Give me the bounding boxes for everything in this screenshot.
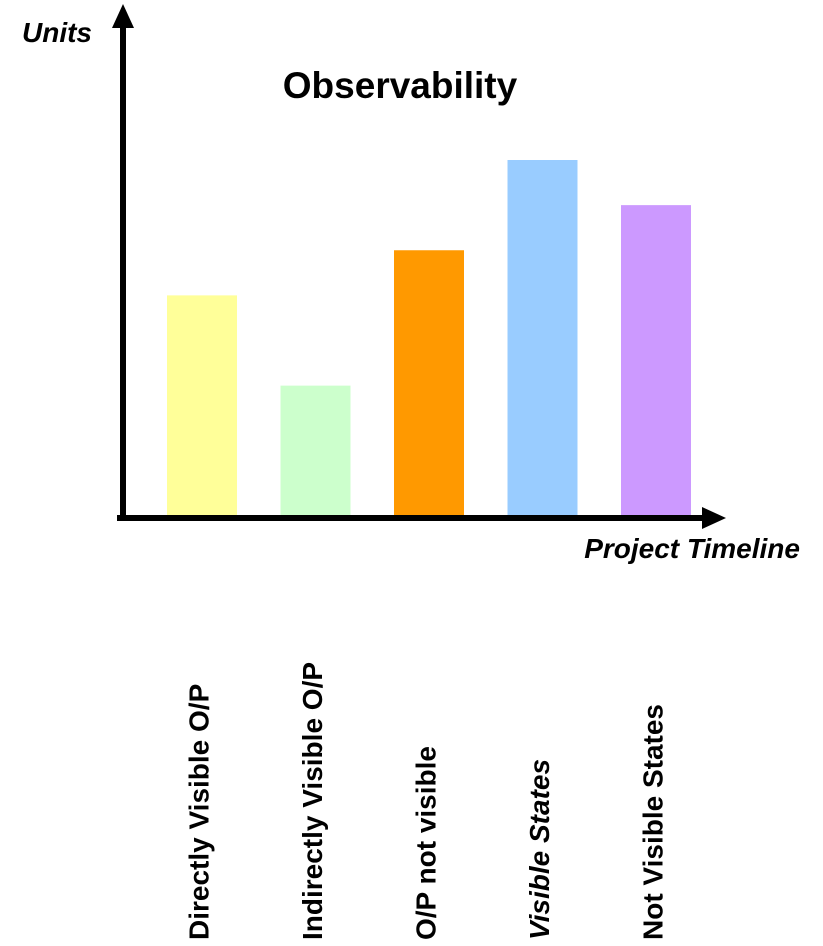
category-label-visible-states: Visible States bbox=[524, 759, 555, 940]
bar-o-p-not-visible bbox=[394, 250, 464, 521]
x-axis-arrow-icon bbox=[702, 507, 726, 529]
category-label-directly-visible-o-p: Directly Visible O/P bbox=[183, 684, 214, 940]
x-axis-label: Project Timeline bbox=[584, 533, 800, 564]
y-axis-label: Units bbox=[22, 17, 92, 48]
category-label-indirectly-visible-o-p: Indirectly Visible O/P bbox=[297, 662, 328, 940]
bar-indirectly-visible-o-p bbox=[280, 385, 351, 521]
bar-directly-visible-o-p bbox=[167, 295, 237, 521]
category-label-not-visible-states: Not Visible States bbox=[637, 704, 668, 940]
bar-group bbox=[167, 160, 691, 521]
bar-visible-states bbox=[507, 160, 578, 521]
category-label-o-p-not-visible: O/P not visible bbox=[410, 746, 441, 940]
category-label-group: Directly Visible O/P Indirectly Visible O… bbox=[183, 662, 668, 940]
chart-title: Observability bbox=[283, 65, 518, 106]
bar-not-visible-states bbox=[621, 205, 691, 521]
axes-group bbox=[112, 4, 726, 529]
y-axis-arrow-icon bbox=[112, 4, 134, 28]
